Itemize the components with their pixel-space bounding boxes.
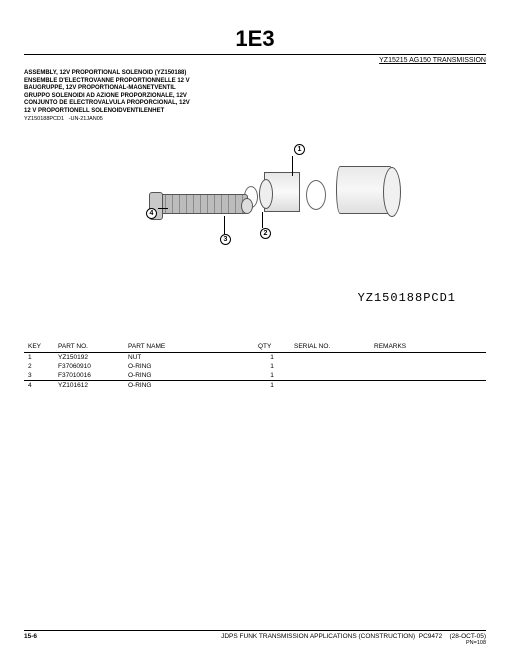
section-code: 1E3 <box>24 26 486 52</box>
footer-date: (28-OCT-05) <box>450 633 486 640</box>
callout-circle: 1 <box>294 144 305 155</box>
cell-serial <box>290 362 370 371</box>
footer-center-text: JDPS FUNK TRANSMISSION APPLICATIONS (CON… <box>221 633 442 640</box>
exploded-view-drawing: 1 2 3 4 <box>144 138 404 288</box>
callout-4: 4 <box>146 208 157 219</box>
table-row: 2 F37060910 O-RING 1 <box>24 362 486 371</box>
title-line: 12 V PROPORTIONELL SOLENOIDVENTILENHET <box>24 108 486 116</box>
table-row: 4 YZ101612 O-RING 1 <box>24 381 486 390</box>
cell-serial <box>290 371 370 381</box>
parts-table: KEY PART NO. PART NAME QTY SERIAL NO. RE… <box>24 341 486 390</box>
cell-qty: 1 <box>254 353 290 362</box>
leader-line <box>262 212 263 228</box>
cell-part-name: O-RING <box>124 381 254 390</box>
leader-line <box>292 156 293 176</box>
cell-remarks <box>370 371 486 381</box>
title-line: BAUGRUPPE, 12V PROPORTIONAL-MAGNETVENTIL <box>24 85 486 93</box>
cell-key: 1 <box>24 353 54 362</box>
cell-key: 4 <box>24 381 54 390</box>
part-oring <box>306 180 326 210</box>
cell-part-no: YZ150192 <box>54 353 124 362</box>
callout-1: 1 <box>294 144 305 155</box>
title-line: ASSEMBLY, 12V PROPORTIONAL SOLENOID (YZ1… <box>24 70 486 78</box>
cell-part-name: O-RING <box>124 362 254 371</box>
cell-qty: 1 <box>254 371 290 381</box>
cell-remarks <box>370 353 486 362</box>
page-footer: 15-6 JDPS FUNK TRANSMISSION APPLICATIONS… <box>24 630 486 646</box>
cell-part-no: YZ101612 <box>54 381 124 390</box>
table-head: KEY PART NO. PART NAME QTY SERIAL NO. RE… <box>24 341 486 353</box>
col-serial-no: SERIAL NO. <box>290 341 370 353</box>
cell-key: 3 <box>24 371 54 381</box>
part-valve-cartridge <box>158 194 248 214</box>
title-line: ENSEMBLE D'ELECTROVANNE PROPORTIONNELLE … <box>24 78 486 86</box>
part-coil-body <box>336 166 394 214</box>
footer-pn: PN=108 <box>221 640 486 646</box>
page: 1E3 YZ15215 AG150 TRANSMISSION ASSEMBLY,… <box>0 0 510 660</box>
cell-part-name: NUT <box>124 353 254 362</box>
leader-line <box>224 216 225 234</box>
col-key: KEY <box>24 341 54 353</box>
cell-part-no: F37010016 <box>54 371 124 381</box>
title-line: GRUPPO SOLENOIDI AD AZIONE PROPORZIONALE… <box>24 93 486 101</box>
callout-circle: 3 <box>220 234 231 245</box>
cell-remarks <box>370 381 486 390</box>
header-rule <box>24 54 486 55</box>
figure-area: 1 2 3 4 YZ150188PCD1 <box>24 133 486 323</box>
table-row: 1 YZ150192 NUT 1 <box>24 353 486 362</box>
assembly-title-block: ASSEMBLY, 12V PROPORTIONAL SOLENOID (YZ1… <box>24 70 486 123</box>
leader-line <box>158 208 168 209</box>
footer-page-left: 15-6 <box>24 633 37 646</box>
cell-qty: 1 <box>254 362 290 371</box>
table-row: 3 F37010016 O-RING 1 <box>24 371 486 381</box>
title-line: CONJUNTO DE ELECTROVALVULA PROPORCIONAL,… <box>24 100 486 108</box>
cell-remarks <box>370 362 486 371</box>
callout-2: 2 <box>260 228 271 239</box>
figure-label: YZ150188PCD1 <box>358 291 456 305</box>
cell-serial <box>290 353 370 362</box>
col-remarks: REMARKS <box>370 341 486 353</box>
footer-right-block: JDPS FUNK TRANSMISSION APPLICATIONS (CON… <box>221 633 486 646</box>
col-part-no: PART NO. <box>54 341 124 353</box>
cell-serial <box>290 381 370 390</box>
callout-circle: 4 <box>146 208 157 219</box>
drawing-id-line: YZ150188PCD1 -UN-21JAN05 <box>24 116 486 123</box>
callout-circle: 2 <box>260 228 271 239</box>
cell-key: 2 <box>24 362 54 371</box>
cell-part-name: O-RING <box>124 371 254 381</box>
header-right-text: YZ15215 AG150 TRANSMISSION <box>24 57 486 64</box>
cell-qty: 1 <box>254 381 290 390</box>
col-qty: QTY <box>254 341 290 353</box>
part-nut-block <box>264 172 300 212</box>
cell-part-no: F37060910 <box>54 362 124 371</box>
callout-3: 3 <box>220 234 231 245</box>
col-part-name: PART NAME <box>124 341 254 353</box>
